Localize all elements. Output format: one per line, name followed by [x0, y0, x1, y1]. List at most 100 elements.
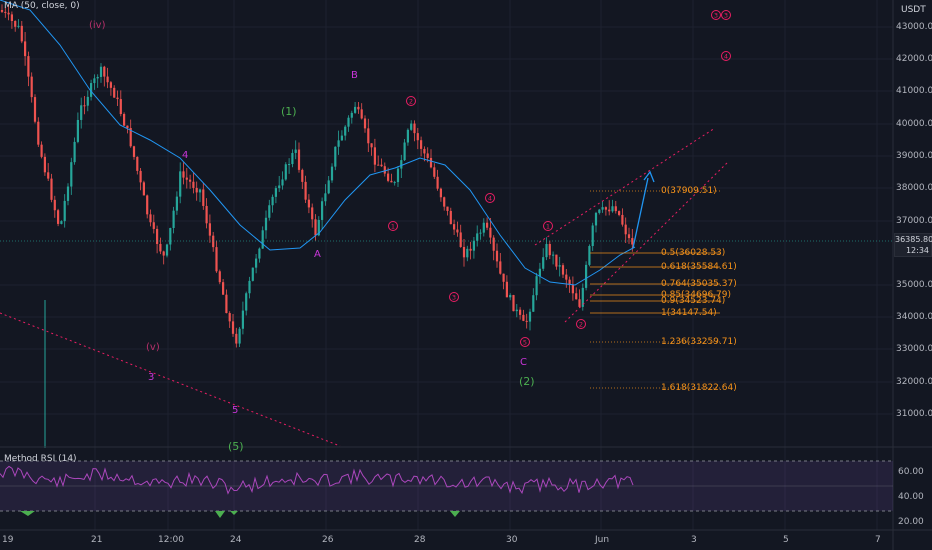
- candle-body: [413, 123, 416, 134]
- candle-body: [198, 189, 202, 193]
- candle-body: [297, 149, 301, 170]
- time-tick: Jun: [595, 535, 610, 545]
- candle-body: [261, 230, 264, 249]
- candle-body: [225, 294, 228, 314]
- ma-line: [0, 0, 636, 286]
- candle-body: [314, 219, 317, 236]
- wave-label: C: [520, 357, 527, 368]
- candle-body: [132, 146, 136, 157]
- candle-body: [525, 320, 528, 322]
- time-tick: 21: [91, 535, 103, 545]
- candle-body: [182, 171, 185, 178]
- candle-body: [142, 182, 145, 196]
- candle-body: [93, 78, 96, 84]
- time-tick: 3: [691, 535, 697, 545]
- price-tick: 37000.00: [896, 216, 932, 226]
- support-line: [0, 312, 341, 447]
- candle-body: [307, 199, 310, 208]
- wave-label: B: [351, 70, 358, 81]
- time-tick: 30: [506, 535, 518, 545]
- fib-label: 0.85(34696.79): [661, 290, 732, 300]
- candle-body: [499, 261, 502, 274]
- candle-body: [218, 271, 221, 283]
- candle-body: [222, 282, 225, 295]
- candle-body: [350, 112, 353, 118]
- candle-body: [146, 195, 149, 215]
- candle-body: [321, 201, 324, 220]
- candle-body: [515, 309, 518, 312]
- fib-label: 0.5(36028.53): [661, 248, 726, 258]
- time-tick: 7: [875, 535, 881, 545]
- candle-body: [344, 126, 347, 136]
- candle-body: [103, 66, 106, 77]
- candle-body: [192, 181, 195, 188]
- circled-label: 4: [488, 195, 492, 203]
- price-axis[interactable]: [893, 0, 932, 530]
- candle-body: [33, 97, 37, 122]
- fib-label: 0.618(35584.61): [661, 262, 737, 272]
- candle-body: [522, 314, 525, 321]
- fib-label: 1.236(33259.71): [661, 337, 737, 347]
- candle-body: [86, 96, 89, 106]
- candle-body: [429, 157, 433, 168]
- candle-body: [476, 233, 479, 241]
- time-tick: 5: [783, 535, 789, 545]
- candle-body: [495, 250, 499, 262]
- candle-body: [251, 267, 254, 281]
- candle-body: [30, 76, 33, 98]
- candle-body: [621, 214, 624, 225]
- candle-body: [400, 160, 403, 169]
- candle-body: [37, 121, 40, 145]
- candle-body: [169, 228, 172, 245]
- price-tick: 31000.00: [896, 409, 932, 419]
- wave-label: 5: [232, 405, 239, 416]
- candle-body: [532, 295, 535, 312]
- candle-body: [106, 76, 109, 83]
- candle-body: [208, 223, 211, 236]
- candle-body: [608, 209, 611, 212]
- candle-body: [27, 56, 30, 77]
- circled-wave-text: 2 1 3 4 5 1 2 3 3 4: [391, 12, 728, 347]
- candle-body: [152, 222, 155, 229]
- price-tick: 39000.00: [896, 151, 932, 161]
- price-tick: 41000.00: [896, 86, 932, 96]
- countdown-value: 12:34: [905, 246, 929, 255]
- rsi-line: [0, 465, 634, 495]
- candle-body: [324, 193, 327, 202]
- candle-body: [561, 265, 565, 275]
- candle-body: [10, 14, 13, 22]
- candle-body: [426, 153, 429, 158]
- projection-arrow: [632, 170, 655, 249]
- candle-body: [363, 118, 367, 129]
- candle-body: [175, 196, 178, 211]
- candle-body: [0, 10, 4, 12]
- candle-body: [360, 109, 363, 119]
- candle-body: [149, 214, 152, 223]
- candle-body: [109, 82, 112, 88]
- candle-body: [60, 221, 63, 224]
- candle-body: [179, 171, 182, 197]
- candle-body: [20, 25, 23, 42]
- candle-body: [80, 105, 83, 120]
- candle-body: [238, 328, 241, 344]
- candle-body: [330, 166, 334, 181]
- candle-body: [396, 168, 400, 183]
- rsi-indicator-label[interactable]: Method RSI (14): [4, 454, 77, 464]
- candle-body: [433, 167, 436, 177]
- candle-body: [535, 276, 538, 296]
- candle-body: [288, 164, 291, 166]
- price-tick: 38000.00: [896, 183, 932, 193]
- candle-body: [377, 164, 380, 166]
- candle-body: [406, 129, 409, 143]
- candle-body: [14, 21, 17, 27]
- candle-body: [519, 309, 522, 315]
- circled-label: 2: [409, 98, 413, 106]
- candle-body: [294, 149, 297, 153]
- channel-upper: [534, 127, 716, 246]
- ma-indicator-label[interactable]: MA (50, close, 0): [4, 1, 80, 11]
- candle-body: [317, 219, 320, 236]
- wave-label: (2): [519, 375, 535, 388]
- candle-body: [627, 234, 631, 239]
- candle-body: [248, 280, 251, 294]
